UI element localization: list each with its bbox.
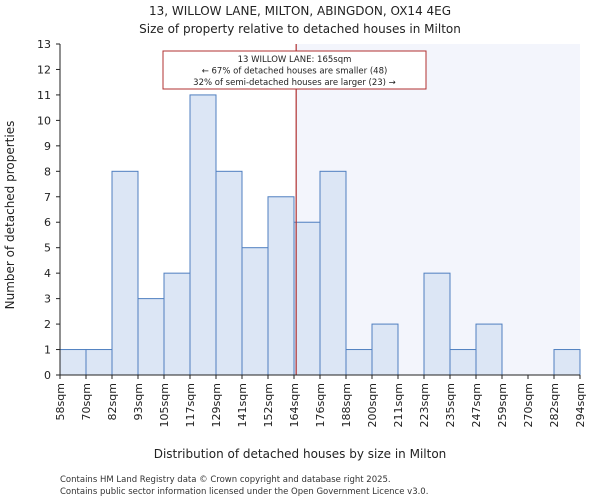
x-tick-label-247sqm: 247sqm	[470, 383, 483, 427]
x-tick-label-164sqm: 164sqm	[288, 383, 301, 427]
bar-82sqm	[111, 170, 139, 376]
x-tick-label-82sqm: 82sqm	[106, 383, 119, 420]
bar-141sqm	[241, 247, 269, 376]
y-tick-label-1: 1	[44, 344, 51, 357]
bar-58sqm	[59, 349, 87, 376]
bars	[59, 94, 581, 376]
x-tick-label-282sqm: 282sqm	[548, 383, 561, 427]
x-tick-label-93sqm: 93sqm	[132, 383, 145, 420]
chart-title: 13, WILLOW LANE, MILTON, ABINGDON, OX14 …	[149, 4, 451, 18]
y-tick-label-2: 2	[44, 318, 51, 331]
y-tick-label-8: 8	[44, 165, 51, 178]
bar-176sqm	[319, 170, 347, 376]
x-tick-label-235sqm: 235sqm	[444, 383, 457, 427]
y-tick-label-0: 0	[44, 369, 51, 382]
y-tick-label-13: 13	[37, 38, 51, 51]
y-tick-label-3: 3	[44, 293, 51, 306]
x-tick-label-117sqm: 117sqm	[184, 383, 197, 427]
x-tick-label-259sqm: 259sqm	[496, 383, 509, 427]
bar-117sqm	[189, 94, 217, 376]
x-axis-ticks: 58sqm 70sqm 82sqm 93sqm 105sqm 117sqm 129sqm 14…	[54, 375, 587, 427]
x-tick-label-200sqm: 200sqm	[366, 383, 379, 427]
x-tick-label-141sqm: 141sqm	[236, 383, 249, 427]
x-tick-label-105sqm: 105sqm	[158, 383, 171, 427]
bar-105sqm	[163, 272, 191, 376]
y-tick-label-9: 9	[44, 140, 51, 153]
x-axis-label: Distribution of detached houses by size …	[154, 447, 447, 461]
y-tick-label-5: 5	[44, 242, 51, 255]
x-tick-label-211sqm: 211sqm	[392, 383, 405, 427]
bar-152sqm	[267, 196, 295, 376]
annotation-line-3: 32% of semi-detached houses are larger (…	[193, 78, 396, 88]
x-tick-label-129sqm: 129sqm	[210, 383, 223, 427]
x-tick-label-70sqm: 70sqm	[80, 383, 93, 420]
x-tick-label-58sqm: 58sqm	[54, 383, 67, 420]
x-tick-label-270sqm: 270sqm	[522, 383, 535, 427]
y-tick-label-6: 6	[44, 216, 51, 229]
x-tick-label-188sqm: 188sqm	[340, 383, 353, 427]
y-tick-label-7: 7	[44, 191, 51, 204]
bar-223sqm	[423, 272, 451, 376]
footer-line-1: Contains HM Land Registry data © Crown c…	[60, 475, 391, 485]
y-tick-label-4: 4	[44, 267, 51, 280]
y-tick-label-11: 11	[37, 89, 51, 102]
x-tick-label-176sqm: 176sqm	[314, 383, 327, 427]
y-axis-label: Number of detached properties	[3, 121, 17, 310]
bar-188sqm	[345, 349, 373, 376]
bar-164sqm	[293, 221, 321, 376]
bar-200sqm	[371, 323, 399, 376]
annotation-box	[162, 50, 427, 90]
property-annotation: 13 WILLOW LANE: 165sqm ← 67% of detached…	[162, 50, 427, 90]
bar-235sqm	[449, 349, 477, 376]
x-tick-label-152sqm: 152sqm	[262, 383, 275, 427]
x-tick-label-223sqm: 223sqm	[418, 383, 431, 427]
bar-93sqm	[137, 298, 165, 376]
bar-282sqm	[553, 349, 581, 376]
bar-70sqm	[85, 349, 113, 376]
annotation-line-2: ← 67% of detached houses are smaller (48…	[202, 67, 388, 77]
annotation-line-1: 13 WILLOW LANE: 165sqm	[238, 55, 352, 65]
chart-subtitle: Size of property relative to detached ho…	[139, 22, 461, 36]
x-tick-label-294sqm: 294sqm	[574, 383, 587, 427]
plot-area: 13 WILLOW LANE: 165sqm ← 67% of detached…	[37, 38, 587, 427]
bar-247sqm	[475, 323, 503, 376]
y-tick-label-12: 12	[37, 63, 51, 76]
footer-line-2: Contains public sector information licen…	[60, 487, 428, 497]
y-tick-label-10: 10	[37, 114, 51, 127]
bar-129sqm	[215, 170, 243, 376]
